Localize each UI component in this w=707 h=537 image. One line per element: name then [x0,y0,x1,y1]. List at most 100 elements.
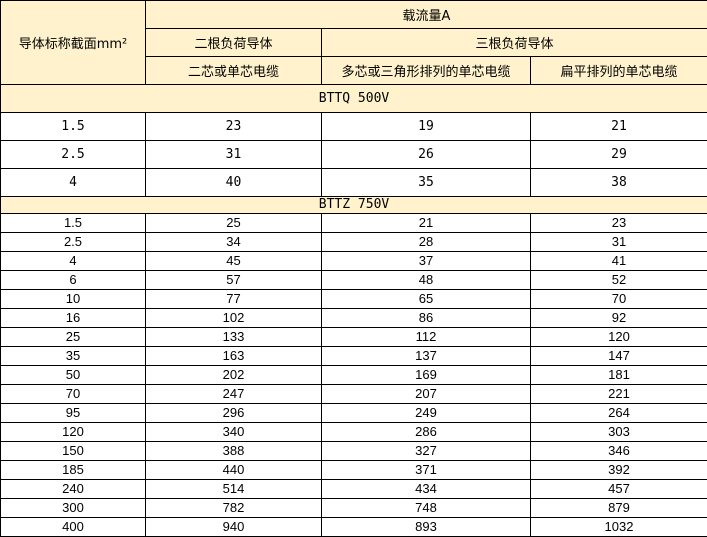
current-value-cell: 25 [146,214,322,233]
header-flat-single-core: 扁平排列的单芯电缆 [531,57,707,85]
cross-section-cell: 50 [1,366,146,385]
current-value-cell: 120 [531,328,707,347]
current-value-cell: 249 [322,404,531,423]
current-value-cell: 247 [146,385,322,404]
current-value-cell: 169 [322,366,531,385]
current-value-cell: 37 [322,252,531,271]
current-value-cell: 92 [531,309,707,328]
current-value-cell: 41 [531,252,707,271]
section-title: BTTQ 500V [1,85,707,113]
current-value-cell: 1032 [531,518,707,537]
current-value-cell: 457 [531,480,707,499]
current-value-cell: 163 [146,347,322,366]
current-value-cell: 45 [146,252,322,271]
cross-section-cell: 16 [1,309,146,328]
current-value-cell: 371 [322,461,531,480]
cross-section-cell: 10 [1,290,146,309]
current-value-cell: 286 [322,423,531,442]
current-value-cell: 303 [531,423,707,442]
current-value-cell: 28 [322,233,531,252]
current-value-cell: 181 [531,366,707,385]
header-current-capacity: 载流量A [146,1,707,29]
current-value-cell: 748 [322,499,531,518]
current-value-cell: 388 [146,442,322,461]
section-row: BTTQ 500V [1,85,707,113]
cross-section-cell: 70 [1,385,146,404]
current-value-cell: 31 [146,141,322,169]
current-value-cell: 38 [531,169,707,197]
cross-section-cell: 2.5 [1,141,146,169]
cross-section-cell: 6 [1,271,146,290]
current-value-cell: 52 [531,271,707,290]
current-value-cell: 86 [322,309,531,328]
cross-section-cell: 240 [1,480,146,499]
header-three-conductors: 三根负荷导体 [322,29,707,57]
current-value-cell: 21 [322,214,531,233]
cross-section-cell: 1.5 [1,214,146,233]
current-value-cell: 434 [322,480,531,499]
current-value-cell: 34 [146,233,322,252]
cross-section-cell: 400 [1,518,146,537]
current-value-cell: 392 [531,461,707,480]
current-value-cell: 29 [531,141,707,169]
current-value-cell: 77 [146,290,322,309]
current-value-cell: 327 [322,442,531,461]
cross-section-cell: 4 [1,252,146,271]
cross-section-cell: 120 [1,423,146,442]
cross-section-cell: 35 [1,347,146,366]
cross-section-cell: 150 [1,442,146,461]
current-value-cell: 35 [322,169,531,197]
current-value-cell: 296 [146,404,322,423]
current-value-cell: 57 [146,271,322,290]
current-value-cell: 31 [531,233,707,252]
current-value-cell: 440 [146,461,322,480]
current-value-cell: 207 [322,385,531,404]
current-value-cell: 202 [146,366,322,385]
cross-section-cell: 1.5 [1,113,146,141]
current-value-cell: 70 [531,290,707,309]
current-value-cell: 112 [322,328,531,347]
cross-section-cell: 300 [1,499,146,518]
current-value-cell: 782 [146,499,322,518]
current-value-cell: 23 [531,214,707,233]
current-value-cell: 893 [322,518,531,537]
header-two-conductors: 二根负荷导体 [146,29,322,57]
current-value-cell: 879 [531,499,707,518]
cross-section-cell: 2.5 [1,233,146,252]
current-value-cell: 340 [146,423,322,442]
current-value-cell: 40 [146,169,322,197]
current-value-cell: 346 [531,442,707,461]
cross-section-cell: 25 [1,328,146,347]
current-value-cell: 940 [146,518,322,537]
current-value-cell: 19 [322,113,531,141]
current-value-cell: 264 [531,404,707,423]
current-value-cell: 137 [322,347,531,366]
header-two-core-cable: 二芯或单芯电缆 [146,57,322,85]
header-multicore-trefoil: 多芯或三角形排列的单芯电缆 [322,57,531,85]
current-value-cell: 133 [146,328,322,347]
current-value-cell: 23 [146,113,322,141]
current-value-cell: 65 [322,290,531,309]
current-value-cell: 102 [146,309,322,328]
cross-section-cell: 4 [1,169,146,197]
